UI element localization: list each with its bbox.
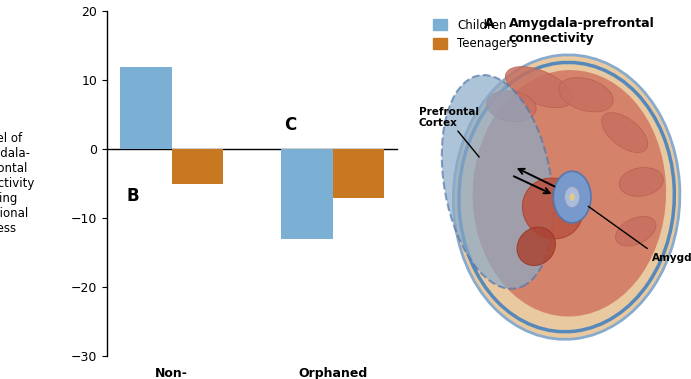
Text: B: B	[127, 187, 140, 205]
Ellipse shape	[486, 91, 536, 122]
Ellipse shape	[517, 227, 556, 266]
Ellipse shape	[522, 178, 583, 239]
Ellipse shape	[473, 70, 666, 316]
Y-axis label: Level of
amygdala-
prefrontal
connectivity
during
emotional
stress: Level of amygdala- prefrontal connectivi…	[0, 132, 35, 235]
Text: C: C	[285, 116, 296, 134]
Bar	[332, 149, 384, 197]
Text: Amygdala-prefrontal
connectivity: Amygdala-prefrontal connectivity	[509, 17, 654, 45]
Circle shape	[569, 193, 575, 201]
Ellipse shape	[442, 75, 553, 289]
Ellipse shape	[616, 216, 656, 246]
Circle shape	[553, 171, 591, 223]
Bar	[281, 149, 332, 239]
Text: Amygdala: Amygdala	[652, 253, 691, 263]
Circle shape	[565, 186, 580, 208]
Ellipse shape	[505, 67, 573, 108]
Text: A: A	[484, 17, 495, 31]
Text: Prefrontal
Cortex: Prefrontal Cortex	[419, 107, 479, 128]
Bar	[120, 67, 172, 149]
Ellipse shape	[602, 113, 647, 153]
Legend: Children, Teenagers: Children, Teenagers	[428, 14, 522, 55]
Ellipse shape	[453, 55, 680, 339]
Bar	[172, 149, 223, 184]
Ellipse shape	[619, 168, 663, 196]
Ellipse shape	[558, 78, 614, 112]
Text: Non-
Orphaned: Non- Orphaned	[137, 366, 207, 379]
Text: Orphaned: Orphaned	[298, 366, 368, 379]
